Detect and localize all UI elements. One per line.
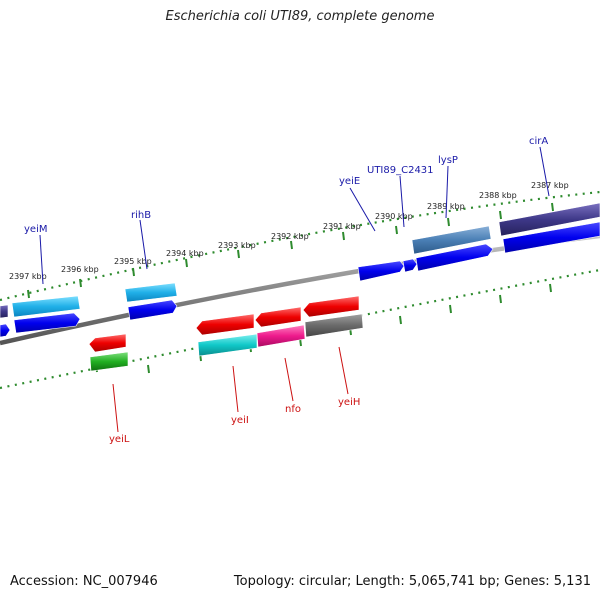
- gene-arrow-navy-left: [0, 304, 9, 319]
- reverse-gene-labels: yeiL yeiI nfo yeiH: [109, 397, 360, 445]
- gene-arrow-blue-yeiM-b: [13, 312, 81, 334]
- tick-label-2388: 2388 kbp: [479, 191, 517, 200]
- gene-block-yeiI-b: [197, 333, 258, 357]
- map-title: Escherichia coli UTI89, complete genome: [165, 9, 435, 24]
- tick-label-2394: 2394 kbp: [166, 249, 204, 258]
- gene-label-yeiE: yeiE: [339, 176, 360, 187]
- gene-arrow-cirA: [498, 202, 600, 237]
- gene-arrow-yeiI: [195, 313, 255, 336]
- tick-label-2390: 2390 kbp: [375, 212, 413, 221]
- inner-tick-track: [0, 268, 600, 390]
- forward-label-lines: [39, 146, 550, 285]
- gene-arrow-cirA-b: [502, 221, 600, 254]
- gene-label-UTI89_C2431: UTI89_C2431: [367, 165, 434, 176]
- tick-label-2397: 2397 kbp: [9, 272, 47, 281]
- tick-label-2396: 2396 kbp: [61, 265, 99, 274]
- gene-arrow-yeiL: [88, 333, 127, 353]
- tick-label-2393: 2393 kbp: [218, 241, 256, 250]
- gene-block-yeiL-b: [89, 351, 129, 372]
- gene-arrow-nfo: [254, 306, 302, 328]
- gene-label-yeiI: yeiI: [231, 415, 249, 426]
- genome-summary-text: Topology: circular; Length: 5,065,741 bp…: [233, 574, 591, 589]
- outer-tick-track: [0, 190, 600, 302]
- tick-label-2387: 2387 kbp: [531, 181, 569, 190]
- gene-label-lysP: lysP: [438, 155, 458, 166]
- tick-label-2389: 2389 kbp: [427, 202, 465, 211]
- gene-block-nfo-b: [256, 324, 306, 348]
- reverse-upper-genes: [88, 295, 360, 353]
- gene-arrow-yeiE: [357, 260, 405, 282]
- reverse-label-lines: [112, 346, 349, 433]
- gene-arrow-lysP: [411, 225, 492, 255]
- gene-arrow-yeiH: [302, 295, 360, 318]
- gene-label-yeiL: yeiL: [109, 434, 130, 445]
- gene-arrow-blue-rihB-b: [127, 299, 178, 321]
- gene-block-yeiH-b: [304, 313, 364, 338]
- tick-label-2391: 2391 kbp: [323, 222, 361, 231]
- gene-label-yeiM: yeiM: [24, 224, 47, 235]
- accession-text: Accession: NC_007946: [10, 574, 158, 589]
- forward-inner-genes: [0, 221, 600, 338]
- gene-arrow-blue-left: [0, 323, 11, 338]
- forward-gene-labels: yeiM rihB yeiE UTI89_C2431 lysP cirA: [24, 136, 548, 235]
- gene-arrow-lysP-b: [415, 243, 494, 272]
- forward-outer-genes: [0, 202, 600, 319]
- gene-label-rihB: rihB: [131, 210, 151, 221]
- gene-arrow-yeiM: [11, 295, 81, 318]
- gene-label-yeiH: yeiH: [338, 397, 360, 408]
- gene-arrow-rihB: [124, 282, 178, 303]
- gene-label-nfo: nfo: [285, 404, 301, 415]
- tick-label-2392: 2392 kbp: [271, 232, 309, 241]
- gene-label-cirA: cirA: [529, 136, 548, 147]
- tick-labels: 2387 kbp 2388 kbp 2389 kbp 2390 kbp 2391…: [9, 181, 569, 281]
- gene-arrow-UTI89_C2431: [402, 258, 418, 273]
- reverse-lower-genes: [89, 313, 364, 372]
- tick-label-2395: 2395 kbp: [114, 257, 152, 266]
